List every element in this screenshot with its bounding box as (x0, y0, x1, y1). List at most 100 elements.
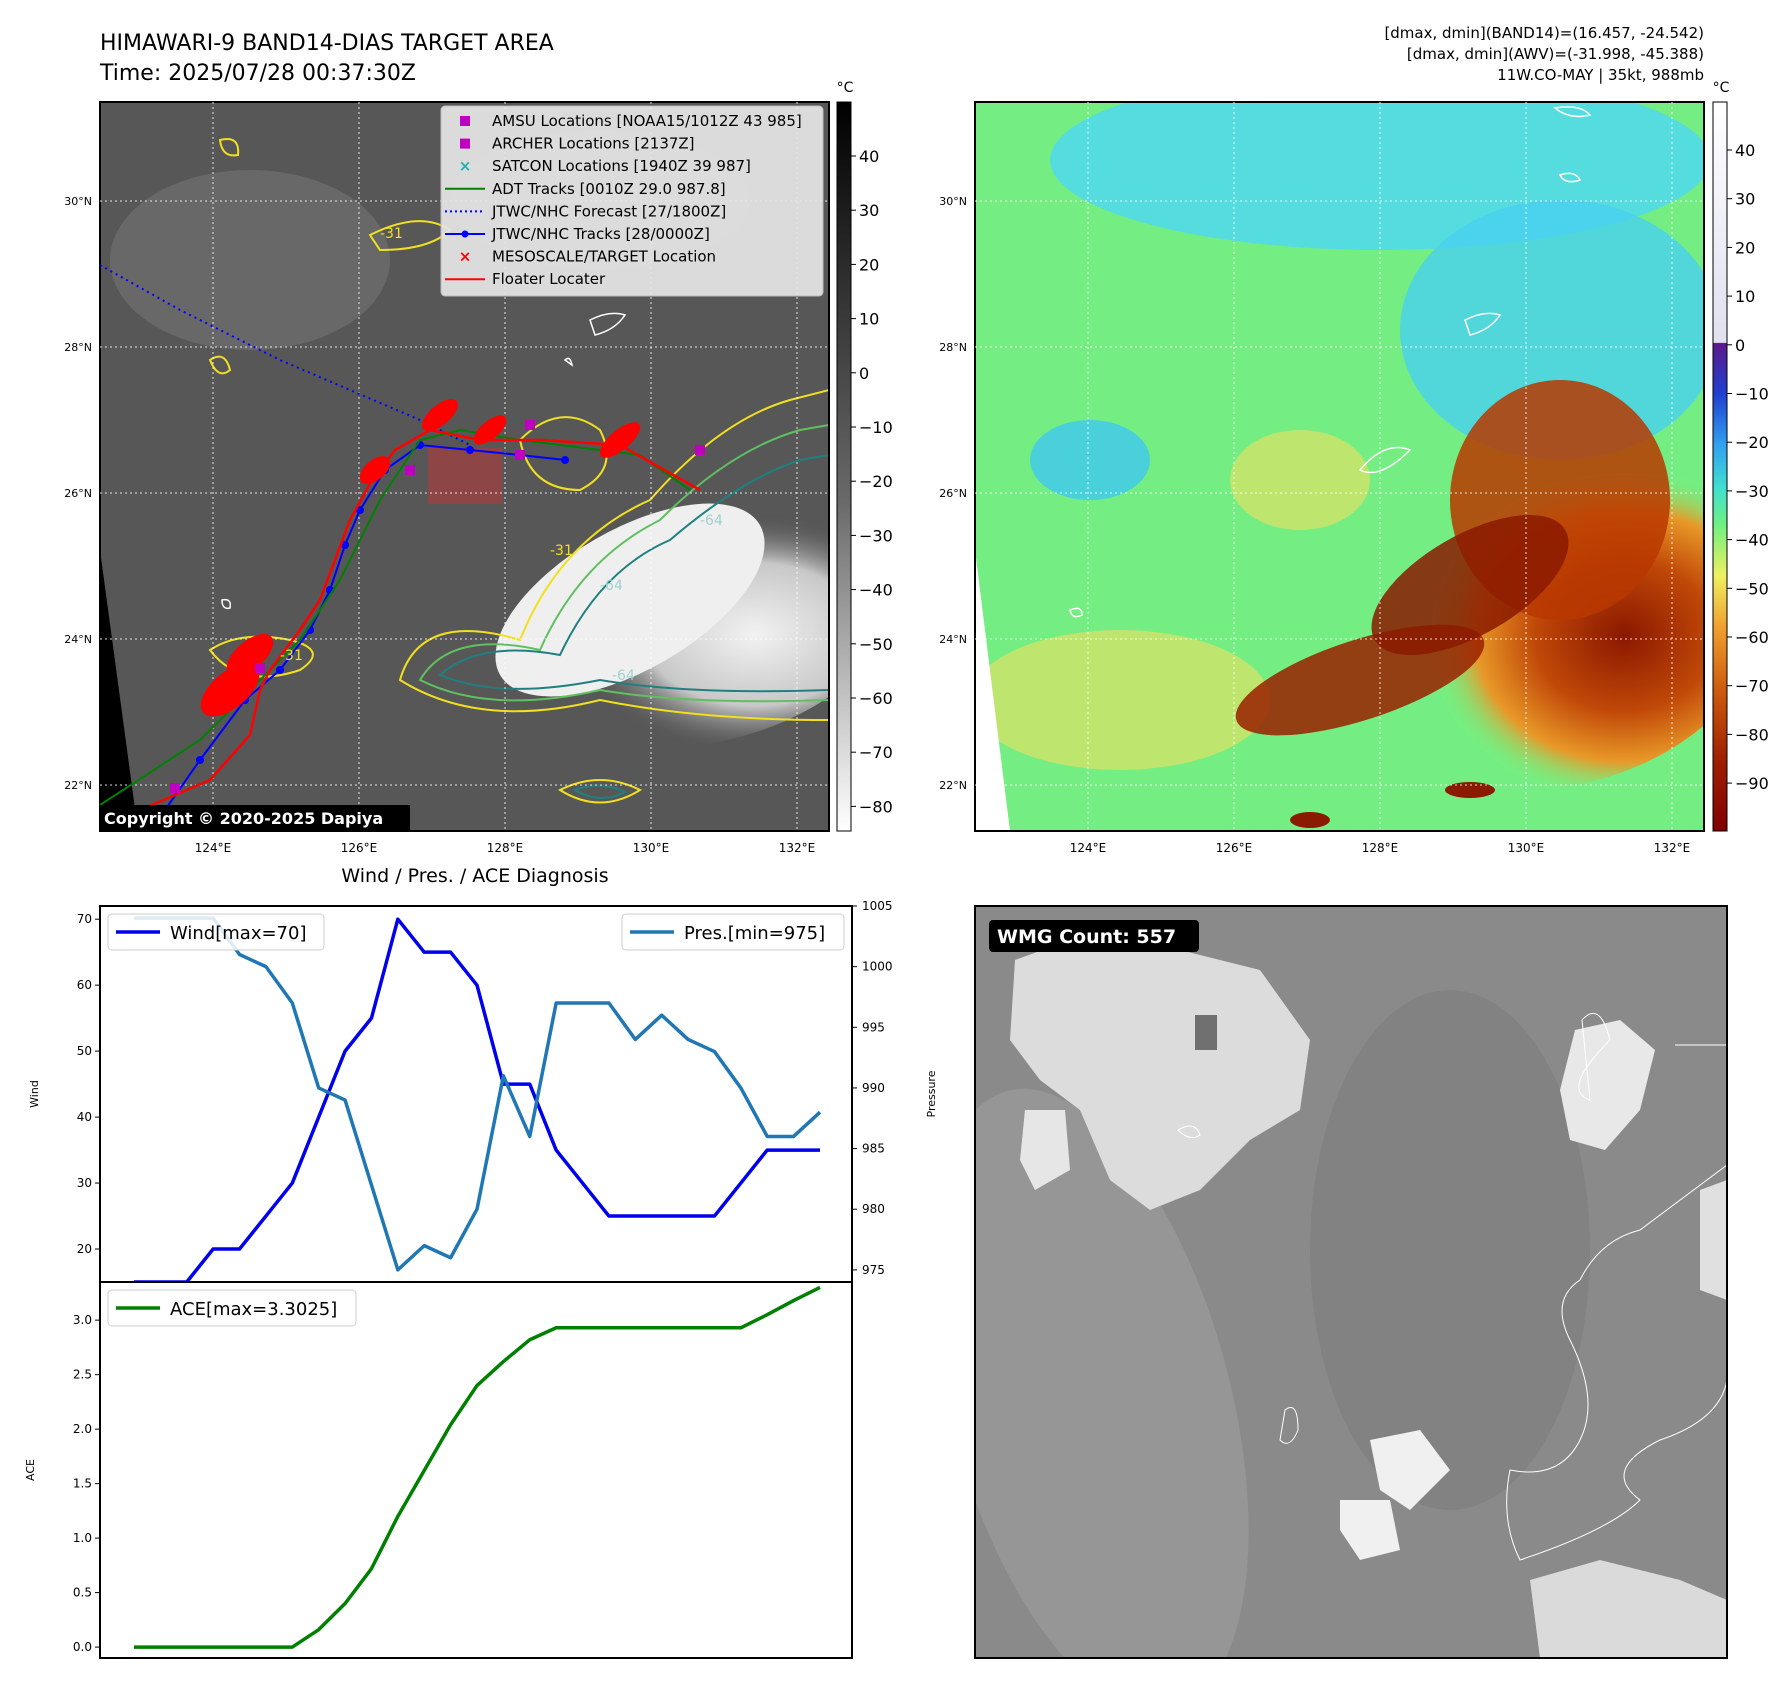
legend-label: ADT Tracks [0010Z 29.0 987.8] (492, 180, 726, 198)
colorbar-tick-label: −50 (1735, 579, 1769, 598)
contour-label: -31 (380, 226, 403, 242)
wmg-frame (974, 905, 1728, 1659)
target-location-cluster (421, 398, 459, 432)
pressure-tick-label: 975 (862, 1263, 885, 1277)
ace-legend: ACE[max=3.3025] (107, 1289, 357, 1327)
color-colorbar-unit: °C (1713, 80, 1730, 96)
cold-air-region (1030, 420, 1150, 500)
contour-label: -64 (612, 668, 635, 684)
wind-tick-label: 60 (77, 978, 92, 992)
contour-label: -31 (550, 543, 573, 559)
contour-teal (572, 784, 628, 799)
contour-yellow (208, 355, 232, 375)
amsu-archer-marker (525, 420, 535, 430)
colorbar-tick-label: 10 (859, 310, 879, 329)
target-location-cluster (473, 415, 507, 445)
pressure-legend: Pres.[min=975] (621, 913, 845, 951)
legend-dot-marker (461, 230, 469, 238)
pressure-tick-label: 1005 (862, 899, 893, 913)
legend-label: MESOSCALE/TARGET Location (492, 248, 716, 266)
wmg-bright-cloud (1530, 1560, 1727, 1658)
ir-map-panel: 30°N 28°N 26°N 24°N 22°N 124°E 126°E 128°E 130°E… (64, 101, 830, 855)
target-location-cluster (226, 634, 274, 676)
colorbar-tick-label: −60 (1735, 628, 1769, 647)
ace-tick-label: 0.5 (73, 1586, 92, 1600)
colorbar-tick-label: 0 (859, 364, 869, 383)
figure-title: HIMAWARI-9 BAND14-DIAS TARGET AREA (100, 31, 554, 56)
wmg-count-label: WMG Count: 557 (997, 926, 1176, 948)
wind-legend-label: Wind[max=70] (170, 923, 307, 944)
colorbar-tick-label: −40 (1735, 531, 1769, 550)
ace-tick-label: 1.5 (73, 1477, 92, 1491)
island-coast (1464, 312, 1502, 336)
legend-box (440, 105, 824, 297)
jtwc-track-point (561, 456, 569, 464)
wind-pressure-axes (99, 905, 853, 1283)
wind-legend-box (107, 913, 325, 951)
contour-yellow (518, 416, 608, 492)
lat-tick-label: 30°N (939, 195, 967, 208)
lat-tick-label: 30°N (64, 195, 92, 208)
contour-label: -31 (280, 648, 303, 664)
lon-tick-label: 130°E (633, 841, 670, 855)
island-coast (221, 598, 232, 610)
color-colorbar-gradient (1712, 101, 1728, 832)
jtwc-track-point (466, 446, 474, 454)
wmg-bright-cloud (1020, 1110, 1070, 1190)
ace-tick-label: 0.0 (73, 1640, 92, 1654)
colorbar-tick-label: −20 (1735, 433, 1769, 452)
target-location-cluster (599, 422, 641, 458)
storm-cold-tops (1445, 782, 1495, 798)
amsu-archer-marker (695, 445, 705, 455)
wmg-bright-cloud (1340, 1500, 1400, 1560)
figure-time: Time: 2025/07/28 00:37:30Z (99, 61, 416, 86)
floater-track (139, 428, 701, 812)
lon-tick-label: 128°E (487, 841, 524, 855)
warm-cloud-region (975, 630, 1270, 770)
target-location-cluster (200, 663, 260, 717)
wind-series-line (134, 917, 820, 1284)
info-band14: [dmax, dmin](BAND14)=(16.457, -24.542) (1384, 24, 1704, 42)
wmg-gray-band (1310, 990, 1590, 1510)
info-storm: 11W.CO-MAY | 35kt, 988mb (1497, 66, 1704, 84)
colorbar-tick-label: −70 (859, 743, 893, 762)
wind-tick-label: 30 (77, 1176, 92, 1190)
wind-tick-label: 50 (77, 1044, 92, 1058)
pressure-tick-label: 995 (862, 1020, 885, 1034)
legend-square-marker (460, 116, 470, 126)
jtwc-track-point (196, 756, 204, 764)
pressure-axis-label: Pressure (925, 1070, 938, 1117)
storm-tracks (99, 264, 705, 814)
ir-colorbar-unit: °C (837, 80, 854, 96)
colorbar-tick-label: −20 (859, 472, 893, 491)
ace-axis-label: ACE (24, 1459, 37, 1481)
contour-yellow (398, 388, 829, 722)
pressure-legend-box (621, 913, 845, 951)
forecast-track (99, 264, 471, 446)
amsu-archer-marker (405, 465, 415, 475)
pressure-tick-label: 980 (862, 1202, 885, 1216)
color-nodata-wedge (975, 550, 1010, 831)
wind-tick-label: 20 (77, 1242, 92, 1256)
ace-legend-box (107, 1289, 357, 1327)
legend-label: Floater Locater (492, 270, 606, 288)
lat-tick-label: 24°N (939, 633, 967, 646)
contour-yellow (557, 779, 643, 804)
lat-tick-label: 26°N (939, 487, 967, 500)
colorbar-tick-label: −10 (1735, 385, 1769, 404)
pressure-tick-label: 1000 (862, 960, 893, 974)
pressure-series-line (134, 916, 822, 1272)
legend-label: JTWC/NHC Tracks [28/0000Z] (491, 225, 710, 243)
lon-tick-label: 124°E (1070, 841, 1107, 855)
colorbar-tick-label: 30 (859, 201, 879, 220)
ir-colorbar-gradient (836, 101, 852, 832)
wmg-dark-spot (1195, 1015, 1217, 1050)
copyright-text: Copyright © 2020-2025 Dapiya (104, 809, 383, 828)
storm-cold-tops (1371, 515, 1569, 655)
amsu-archer-marker (515, 450, 525, 460)
lon-tick-label: 126°E (341, 841, 378, 855)
lon-tick-label: 130°E (1508, 841, 1545, 855)
colorbar-tick-label: −60 (859, 689, 893, 708)
wmg-coastline (1279, 1407, 1299, 1444)
lon-tick-label: 128°E (1362, 841, 1399, 855)
